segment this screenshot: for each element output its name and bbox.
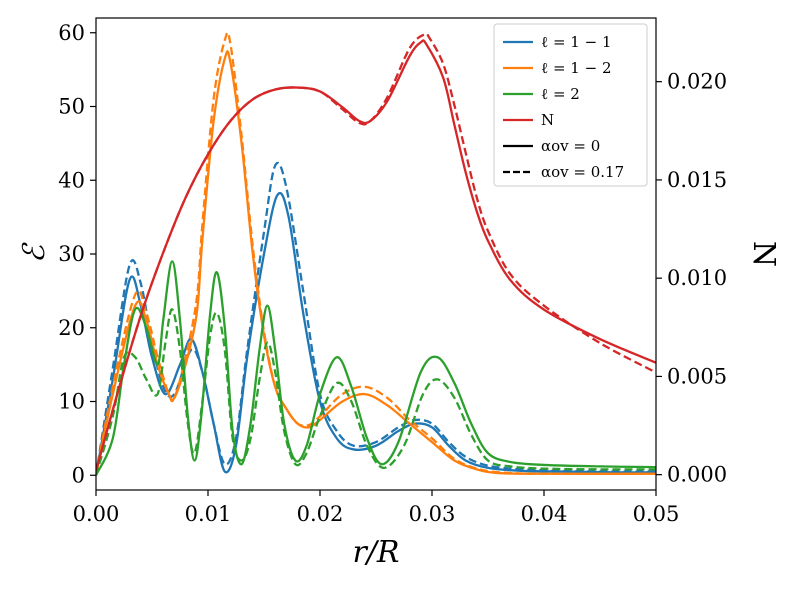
x-tick-label: 0.05 [633,502,680,526]
y-left-tick-label: 10 [58,390,85,414]
legend-label: αov = 0 [541,137,600,155]
series-line-6 [96,39,656,472]
y-left-tick-label: 60 [58,21,85,45]
y-left-axis-label: ℰ [17,242,52,263]
y-right-axis-label: N [746,241,781,267]
x-tick-label: 0.02 [297,502,344,526]
legend-label: αov = 0.17 [541,163,624,181]
series-line-0 [96,191,656,476]
ticks-layer: 0.00 0.01 0.02 0.03 0.04 0.05 0 10 20 30 40 50 60 0.0… [58,21,727,526]
legend-label: ℓ = 2 [541,85,580,103]
x-tick-label: 0.04 [521,502,568,526]
y-right-tick-label: 0.000 [667,463,727,487]
series-line-3 [96,31,656,476]
y-right-tick-label: 0.020 [667,70,727,94]
series-line-4 [96,260,656,476]
x-tick-label: 0.00 [73,502,120,526]
legend-label: N [541,111,554,129]
y-right-tick-label: 0.010 [667,266,727,290]
y-left-tick-label: 30 [58,242,85,266]
y-left-tick-label: 40 [58,168,85,192]
series-layer [96,31,656,476]
series-line-5 [96,308,656,476]
x-axis-label: r/R [352,535,399,570]
legend-label: ℓ = 1 − 1 [541,33,611,51]
y-left-tick-label: 0 [72,463,85,487]
legend-label: ℓ = 1 − 2 [541,59,611,77]
y-right-tick-label: 0.005 [667,364,727,388]
x-tick-label: 0.03 [409,502,456,526]
y-left-tick-label: 50 [58,95,85,119]
y-left-tick-label: 20 [58,316,85,340]
x-tick-label: 0.01 [185,502,232,526]
y-right-tick-label: 0.015 [667,168,727,192]
series-line-7 [96,32,656,472]
